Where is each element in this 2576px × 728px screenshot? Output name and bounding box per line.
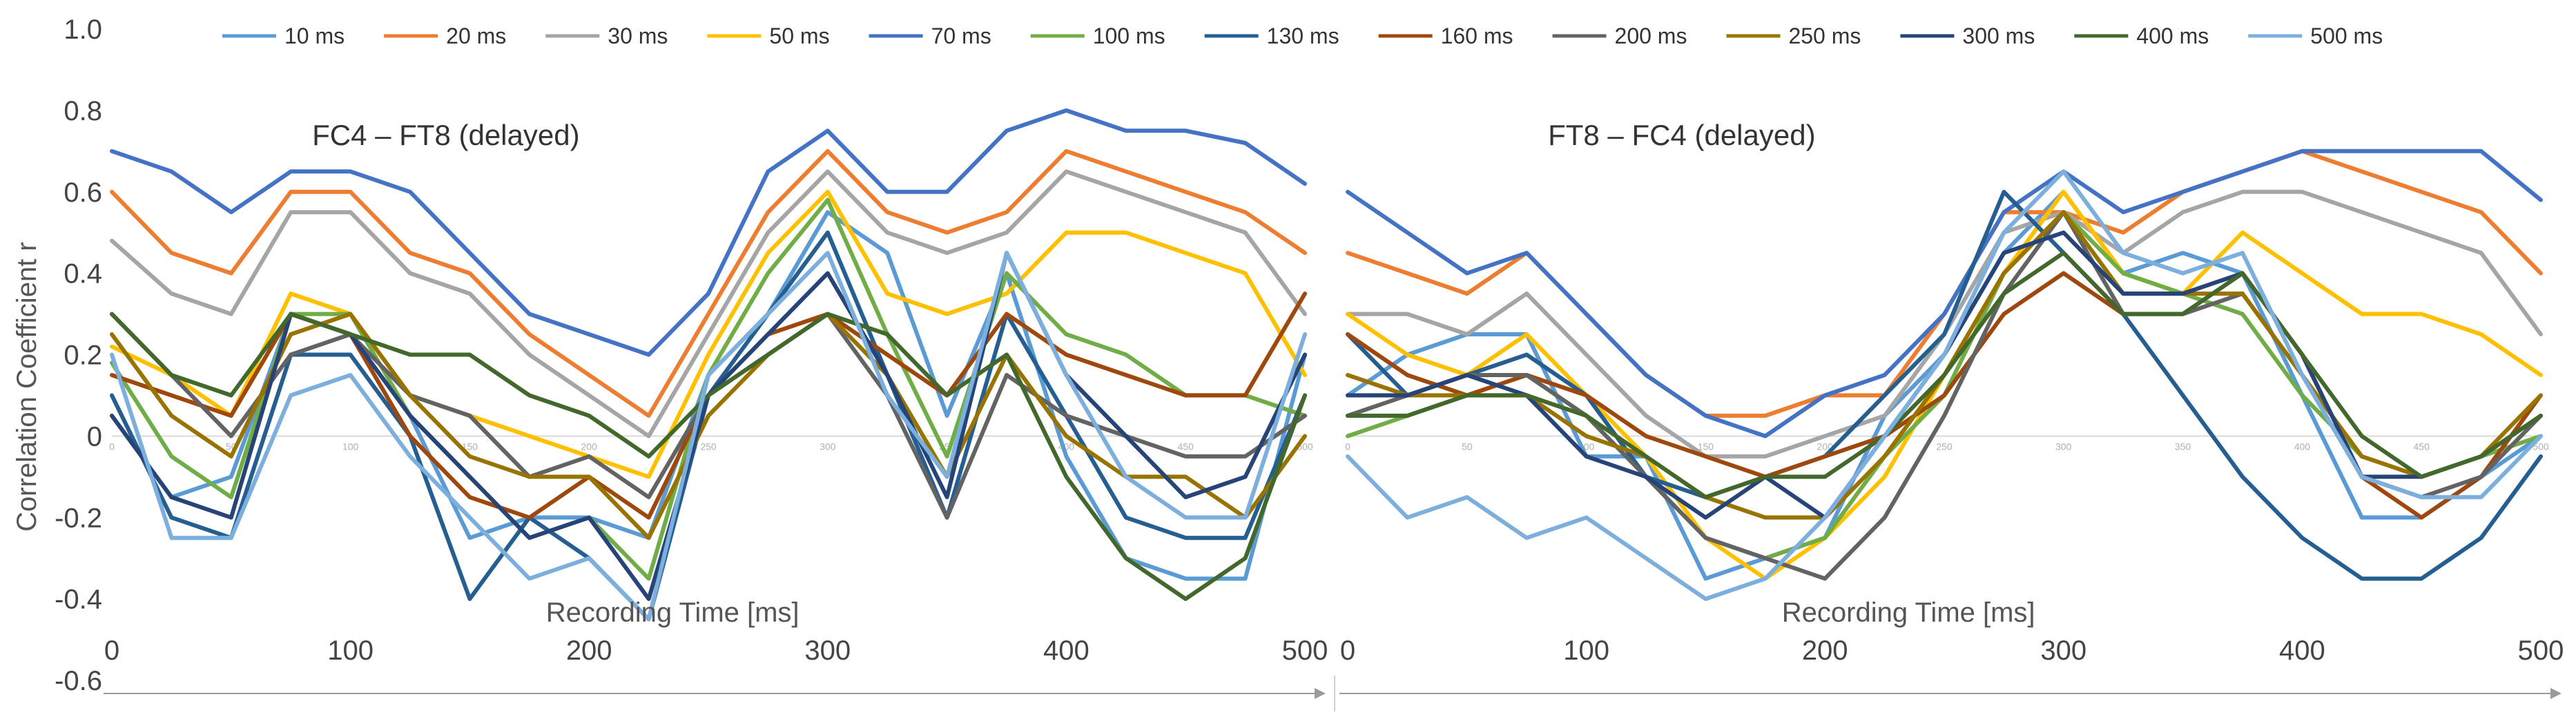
legend-label: 160 ms	[1441, 23, 1513, 48]
series-line-400-ms	[110, 312, 1307, 602]
series-line-400-ms	[1346, 251, 2543, 499]
minor-x-tick-label: 300	[2055, 441, 2072, 452]
left-panel: 0 50 100 150 200 250 300 350 400 450 500 FC4 – FT8…	[104, 108, 1328, 699]
y-tick-label: 0.4	[64, 259, 102, 289]
x-tick-label: 100	[327, 635, 374, 666]
y-tick-label: -0.2	[55, 503, 102, 533]
right-panel: 0 50 100 150 200 250 300 350 400 450 500 FT8 – FC4…	[1339, 119, 2564, 699]
series-line-130-ms	[1346, 189, 2543, 581]
x-tick-label: 100	[1563, 635, 1609, 666]
y-tick-label: -0.4	[55, 584, 102, 615]
minor-x-tick-label: 300	[820, 441, 836, 452]
right-x-axis-arrowhead	[2550, 688, 2562, 699]
right-panel-title: FT8 – FC4 (delayed)	[1548, 119, 1815, 151]
series-line-70-ms	[110, 108, 1307, 357]
legend-label: 300 ms	[1962, 23, 2035, 48]
legend-label: 20 ms	[446, 23, 506, 48]
minor-x-tick-label: 350	[2175, 441, 2191, 452]
minor-x-tick-label: 250	[1936, 441, 1953, 452]
x-tick-label: 400	[1043, 635, 1090, 666]
legend-label: 200 ms	[1615, 23, 1687, 48]
legend-label: 10 ms	[284, 23, 345, 48]
y-tick-label: 0.8	[64, 96, 102, 126]
x-tick-label: 300	[804, 635, 851, 666]
y-tick-label: 0	[87, 421, 102, 452]
series-line-30-ms	[110, 169, 1307, 439]
x-tick-label: 500	[2518, 635, 2564, 666]
legend-label: 130 ms	[1267, 23, 1339, 48]
series-line-500-ms	[110, 251, 1307, 622]
right-x-axis-title: Recording Time [ms]	[1782, 597, 2035, 628]
x-tick-label: 0	[1340, 635, 1355, 666]
legend-label: 500 ms	[2310, 23, 2383, 48]
legend: 10 ms 20 ms 30 ms 50 ms 70 ms 100 ms 130 ms 160…	[222, 23, 2383, 48]
legend-label: 30 ms	[608, 23, 668, 48]
x-tick-label: 500	[1282, 635, 1328, 666]
minor-x-tick-label: 150	[462, 441, 478, 452]
y-axis-title: Correlation Coefficient r	[12, 242, 42, 531]
y-tick-label: 1.0	[64, 15, 102, 45]
minor-x-tick-label: 450	[2414, 441, 2430, 452]
legend-label: 400 ms	[2136, 23, 2209, 48]
minor-x-tick-label: 100	[342, 441, 359, 452]
right-series-lines	[1346, 149, 2543, 602]
series-line-500-ms	[1346, 169, 2543, 602]
series-line-70-ms	[1346, 149, 2543, 439]
left-panel-title: FC4 – FT8 (delayed)	[312, 119, 579, 151]
y-tick-label: -0.6	[55, 666, 102, 696]
x-tick-label: 400	[2279, 635, 2325, 666]
minor-x-tick-label: 0	[1345, 441, 1350, 452]
right-x-axis-ticks: 0 100 200 300 400 500	[1340, 635, 2564, 666]
x-tick-label: 200	[566, 635, 612, 666]
minor-x-tick-label: 150	[1698, 441, 1714, 452]
y-tick-label: 0.6	[64, 178, 102, 208]
legend-label: 100 ms	[1093, 23, 1165, 48]
legend-label: 50 ms	[769, 23, 829, 48]
minor-x-tick-label: 0	[109, 441, 115, 452]
minor-x-tick-label: 50	[1462, 441, 1473, 452]
minor-x-tick-label: 200	[581, 441, 598, 452]
left-x-axis-title: Recording Time [ms]	[546, 597, 800, 628]
x-tick-label: 300	[2040, 635, 2086, 666]
left-x-axis-arrowhead	[1315, 688, 1326, 699]
y-axis-ticks: 1.0 0.8 0.6 0.4 0.2 0 -0.2 -0.4 -0.6	[55, 15, 102, 696]
legend-label: 70 ms	[931, 23, 991, 48]
left-x-axis-ticks: 0 100 200 300 400 500	[104, 635, 1328, 666]
y-tick-label: 0.2	[64, 341, 102, 371]
left-series-lines	[110, 108, 1307, 622]
minor-x-tick-label: 450	[1178, 441, 1194, 452]
minor-x-tick-label: 250	[700, 441, 717, 452]
legend-label: 250 ms	[1788, 23, 1861, 48]
x-tick-label: 0	[104, 635, 119, 666]
x-tick-label: 200	[1802, 635, 1848, 666]
series-line-50-ms	[110, 189, 1307, 479]
series-line-250-ms	[110, 312, 1307, 540]
minor-x-tick-label: 500	[2533, 441, 2549, 452]
minor-x-tick-label: 400	[2294, 441, 2311, 452]
series-line-20-ms	[110, 149, 1307, 418]
